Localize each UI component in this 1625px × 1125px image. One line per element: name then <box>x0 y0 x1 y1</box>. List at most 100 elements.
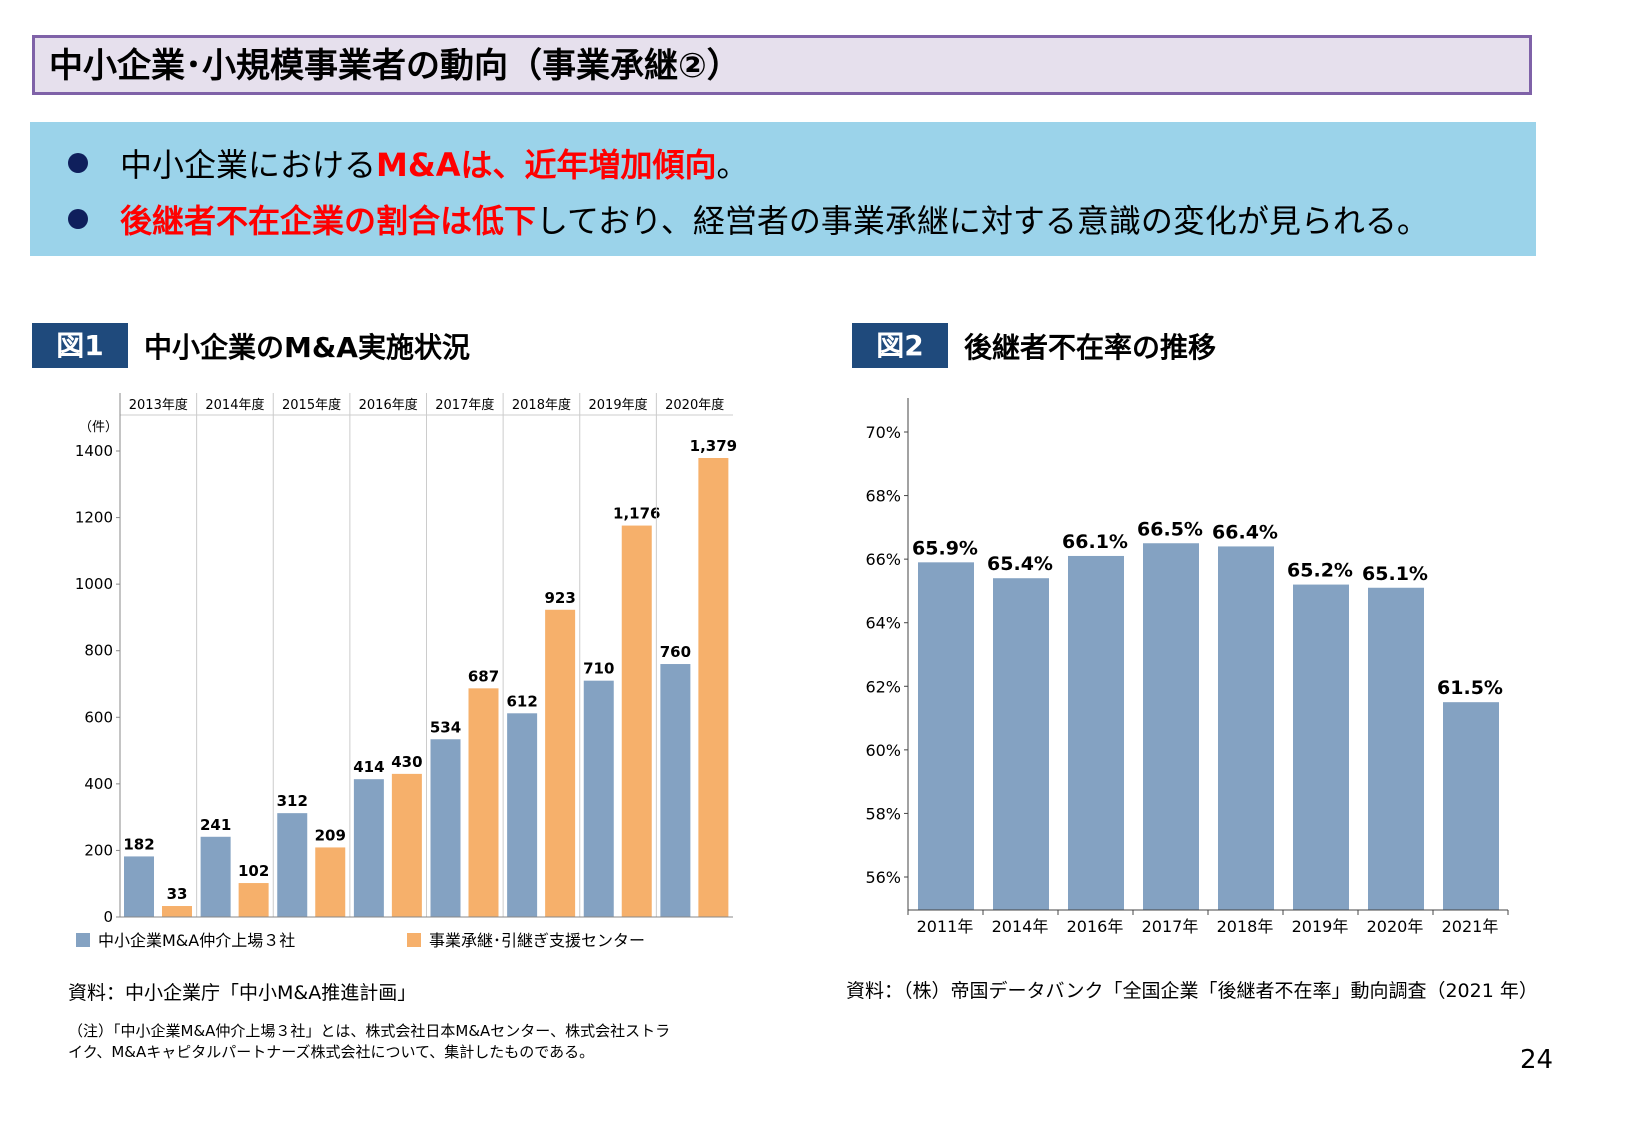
data-label: 65.2% <box>1287 560 1353 582</box>
fig1-tag: 図1 <box>32 323 128 368</box>
fig1-header: 図1 中小企業のM&A実施状況 <box>32 323 470 368</box>
data-label: 1,176 <box>613 505 660 523</box>
category-label: 2013年度 <box>129 397 188 413</box>
bar <box>993 578 1049 910</box>
bar <box>660 664 691 917</box>
y-tick-label: 58% <box>865 804 901 823</box>
data-label: 923 <box>544 589 575 607</box>
bar <box>468 688 499 917</box>
bar <box>124 856 154 917</box>
y-tick-label: 0 <box>103 908 113 926</box>
data-label: 312 <box>277 792 308 810</box>
bar <box>698 457 729 917</box>
unit-label: （件） <box>79 420 118 435</box>
bar <box>1068 555 1124 910</box>
data-label: 66.4% <box>1212 521 1278 543</box>
bar <box>238 883 269 917</box>
data-label: 760 <box>660 643 691 661</box>
bullet-text: 中小企業における <box>120 146 377 184</box>
summary-bullet-2: 後継者不在企業の割合は低下 しており、経営者の事業承継に対する意識の変化が見られる… <box>68 196 1429 242</box>
data-label: 430 <box>391 753 422 771</box>
y-tick-label: 600 <box>84 708 113 726</box>
category-label: 2020年 <box>1367 917 1424 936</box>
summary-bullet-1: 中小企業における M&Aは、近年増加傾向。 <box>68 140 749 186</box>
fig2-tag: 図2 <box>852 323 948 368</box>
legend-label: 中小企業M&A仲介上場３社 <box>98 931 295 950</box>
summary-box: 中小企業における M&Aは、近年増加傾向。 後継者不在企業の割合は低下 しており、経… <box>30 122 1536 256</box>
data-label: 66.5% <box>1137 518 1203 540</box>
y-tick-label: 60% <box>865 741 901 760</box>
bar <box>162 906 192 917</box>
data-label: 65.1% <box>1362 563 1428 585</box>
bar <box>621 525 652 917</box>
category-label: 2014年度 <box>205 397 264 413</box>
bar <box>430 739 461 917</box>
fig1-source: 資料：中小企業庁「中小M&A推進計画」 <box>68 982 417 1004</box>
fig2-header: 図2 後継者不在率の推移 <box>852 323 1216 368</box>
y-tick-label: 56% <box>865 868 901 887</box>
data-label: 241 <box>200 816 231 834</box>
bullet-text: 。 <box>716 146 749 184</box>
data-label: 102 <box>238 862 269 880</box>
bar <box>277 813 308 917</box>
category-label: 2020年度 <box>665 397 724 413</box>
data-label: 414 <box>353 758 384 776</box>
category-label: 2019年度 <box>589 397 648 413</box>
category-label: 2015年度 <box>282 397 341 413</box>
bar <box>1218 546 1274 910</box>
fig2-title: 後継者不在率の推移 <box>964 330 1217 364</box>
fig1-note-2: イク、M&Aキャピタルパートナーズ株式会社について、集計したものである。 <box>68 1043 595 1061</box>
bar <box>1293 584 1349 910</box>
bar <box>353 779 384 917</box>
bar <box>391 773 422 917</box>
fig2-source: 資料：（株）帝国データバンク「全国企業「後継者不在率」動向調査（2021 年） <box>846 980 1538 1002</box>
category-label: 2011年 <box>917 917 974 936</box>
y-tick-label: 400 <box>84 775 113 793</box>
category-label: 2021年 <box>1442 917 1499 936</box>
bar <box>315 847 346 917</box>
y-tick-label: 62% <box>865 677 901 696</box>
data-label: 61.5% <box>1437 677 1503 699</box>
category-label: 2014年 <box>992 917 1049 936</box>
y-tick-label: 66% <box>865 550 901 569</box>
bar <box>507 713 538 917</box>
fig1-note: （注）「中小企業M&A仲介上場３社」とは、株式会社日本M&Aセンター、株式会社ス… <box>68 1022 671 1040</box>
y-tick-label: 200 <box>84 841 113 859</box>
data-label: 182 <box>123 835 154 853</box>
category-label: 2017年度 <box>435 397 494 413</box>
bar <box>1368 587 1424 910</box>
data-label: 65.9% <box>912 537 978 559</box>
category-label: 2018年度 <box>512 397 571 413</box>
data-label: 612 <box>506 692 537 710</box>
category-label: 2016年度 <box>359 397 418 413</box>
y-tick-label: 68% <box>865 487 901 506</box>
page-number: 24 <box>1520 1045 1554 1075</box>
bullet-text: しており、経営者の事業承継に対する意識の変化が見られる。 <box>536 202 1429 240</box>
y-tick-label: 70% <box>865 423 901 442</box>
bar <box>545 609 576 917</box>
data-label: 65.4% <box>987 553 1053 575</box>
y-tick-label: 1400 <box>75 442 113 460</box>
bar <box>1443 702 1499 910</box>
page-title: 中小企業･小規模事業者の動向（事業承継②） <box>32 35 1532 95</box>
y-tick-label: 64% <box>865 614 901 633</box>
bullet-highlight: M&Aは、近年増加傾向 <box>376 146 717 184</box>
category-label: 2019年 <box>1292 917 1349 936</box>
bar <box>200 836 231 917</box>
bar <box>1143 543 1199 910</box>
data-label: 710 <box>583 660 614 678</box>
data-label: 209 <box>315 826 346 844</box>
fig1-title: 中小企業のM&A実施状況 <box>144 330 470 364</box>
y-tick-label: 1000 <box>75 575 113 593</box>
data-label: 687 <box>468 667 499 685</box>
data-label: 1,379 <box>690 437 737 455</box>
bar <box>583 680 614 917</box>
data-label: 33 <box>167 885 188 903</box>
data-label: 66.1% <box>1062 531 1128 553</box>
category-label: 2016年 <box>1067 917 1124 936</box>
bar <box>918 562 974 910</box>
data-label: 534 <box>430 718 461 736</box>
bullet-icon <box>68 153 88 173</box>
legend-swatch <box>407 933 421 947</box>
